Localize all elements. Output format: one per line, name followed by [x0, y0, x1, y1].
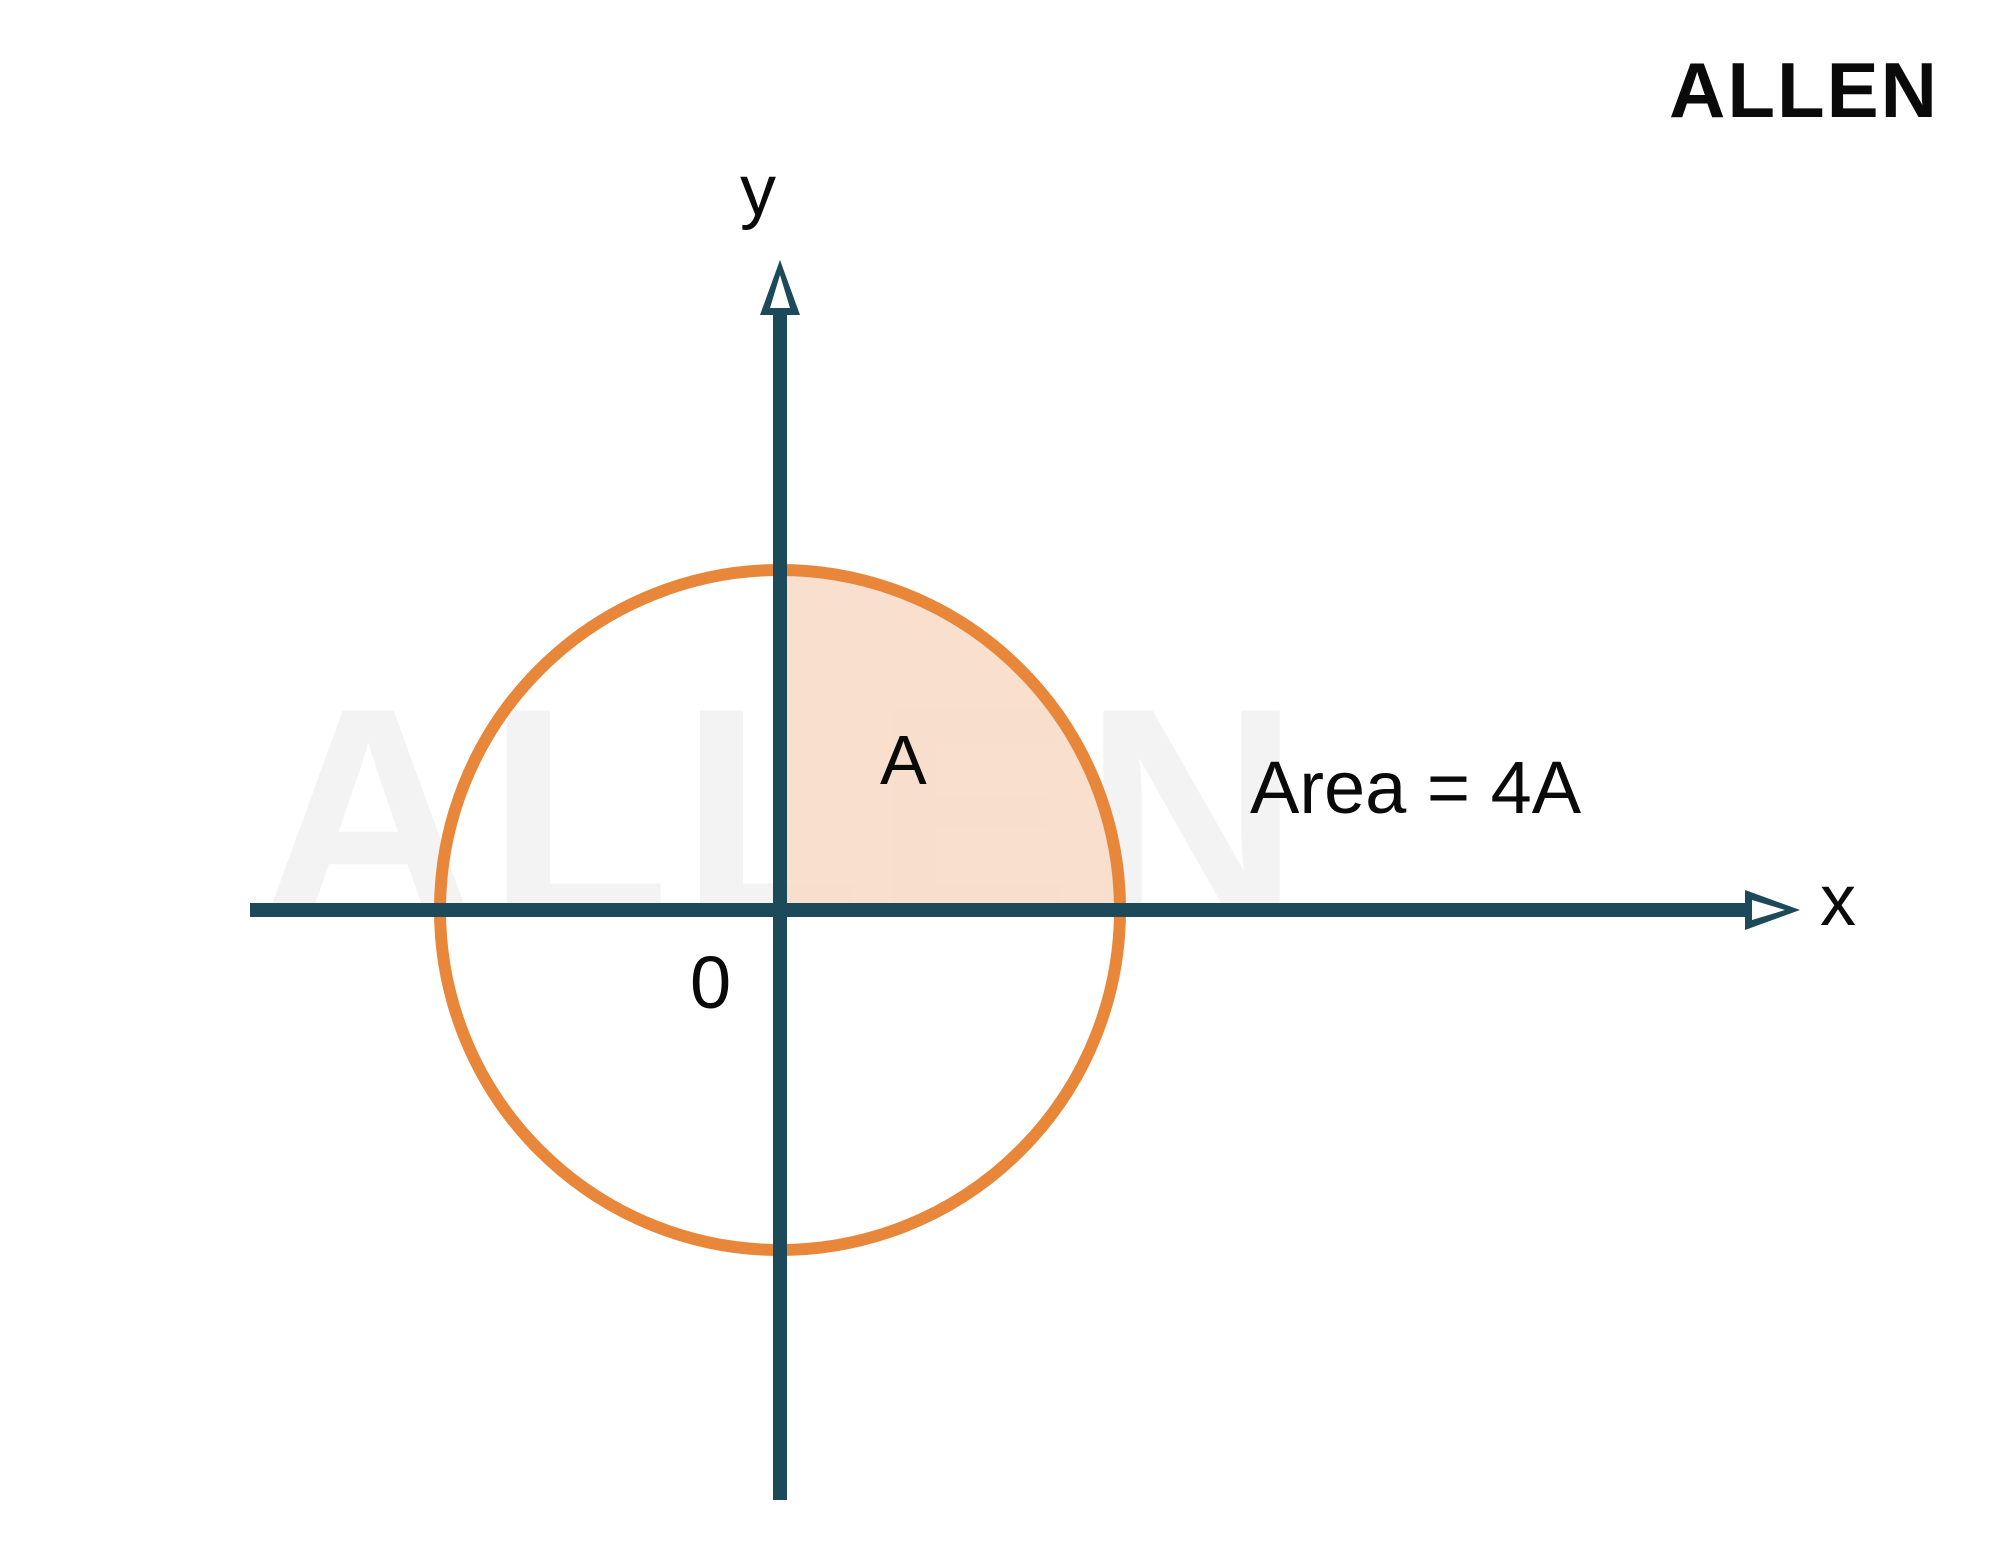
total-area-label-text: Area = 4A — [1250, 746, 1581, 829]
x-axis-label-text: x — [1820, 861, 1856, 941]
x-axis-label: x — [1820, 860, 1856, 942]
y-axis-label: y — [740, 150, 776, 232]
diagram-stage: ALLEN y x 0 A Area = 4A AL — [0, 0, 1999, 1561]
diagram-svg — [0, 0, 1999, 1561]
quadrant-area-label-text: A — [880, 721, 927, 799]
y-axis-label-text: y — [740, 151, 776, 231]
brand-logo: ALLEN — [1669, 45, 1939, 136]
quadrant-area-label: A — [880, 720, 927, 800]
origin-label: 0 — [690, 940, 731, 1025]
origin-label-text: 0 — [690, 941, 731, 1024]
brand-logo-text: ALLEN — [1669, 46, 1939, 134]
total-area-label: Area = 4A — [1250, 745, 1581, 830]
